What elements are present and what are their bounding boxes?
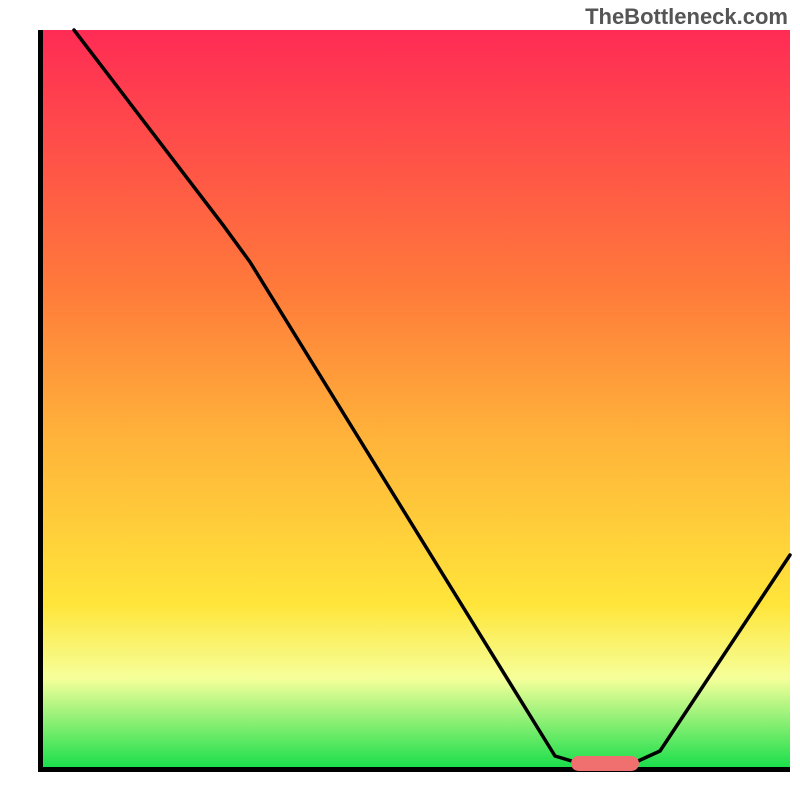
- attribution-text: TheBottleneck.com: [585, 4, 788, 30]
- y-axis: [38, 30, 43, 772]
- optimal-zone-marker: [571, 756, 639, 771]
- plot-background-gradient: [43, 30, 790, 767]
- x-axis: [38, 767, 790, 772]
